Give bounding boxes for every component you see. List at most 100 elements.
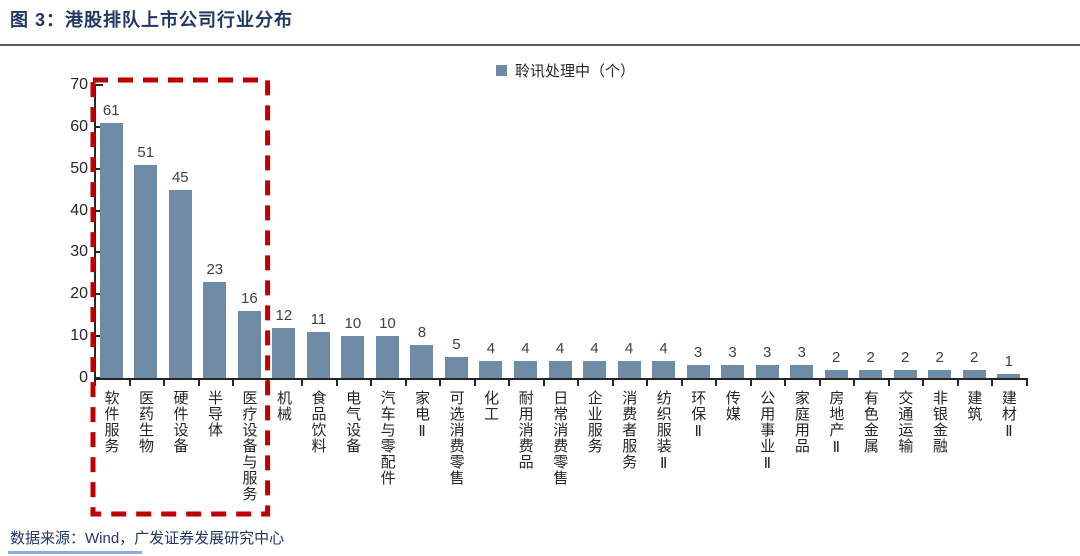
- data-source-note: 数据来源：Wind，广发证券发展研究中心: [10, 530, 285, 547]
- bar: [237, 311, 261, 378]
- bar-value-label: 45: [171, 168, 189, 186]
- x-axis-category-label: 可选消费零售: [447, 390, 465, 486]
- bar: [444, 357, 468, 378]
- bar: [962, 369, 986, 378]
- x-axis-category-label: 耐用消费品: [516, 390, 534, 470]
- x-axis-category-label: 半导体: [206, 390, 223, 438]
- x-axis-tick: [301, 380, 304, 386]
- bar: [306, 331, 330, 378]
- bar: [272, 327, 296, 378]
- x-axis-tick: [1026, 380, 1028, 386]
- bar-value-label: 2: [970, 348, 979, 366]
- y-axis-tick-label: 30: [70, 243, 88, 261]
- x-axis-category-label: 日常消费零售: [551, 390, 569, 486]
- bar-value-label: 16: [240, 290, 258, 308]
- x-axis-tick: [853, 380, 856, 386]
- x-axis-tick: [956, 380, 959, 386]
- x-axis-tick: [715, 380, 718, 386]
- x-axis-tick: [680, 380, 683, 386]
- bar-value-label: 4: [659, 340, 668, 358]
- x-axis-tick: [163, 380, 166, 386]
- x-axis-tick: [232, 380, 235, 386]
- bar: [617, 361, 641, 378]
- x-axis-tick: [784, 380, 787, 386]
- bar: [479, 361, 503, 378]
- bar: [513, 361, 537, 378]
- x-axis-category-label: 硬件设备: [171, 390, 189, 454]
- x-axis-tick: [646, 380, 649, 386]
- bar-value-label: 3: [693, 344, 703, 362]
- x-axis-category-label: 软件服务: [102, 390, 120, 454]
- x-axis-category-label: 纺织服装Ⅱ: [654, 390, 672, 473]
- y-axis-tick-label: 40: [70, 201, 88, 219]
- bottom-rule: [8, 551, 142, 554]
- x-axis-category-label: 食品饮料: [309, 390, 327, 454]
- x-axis-tick: [473, 380, 476, 386]
- bar: [859, 369, 883, 378]
- bar-value-label: 11: [310, 310, 327, 328]
- x-axis-tick: [887, 380, 890, 386]
- y-axis-tick-label: 50: [70, 159, 88, 177]
- chart-legend: 聆讯处理中（个）: [496, 60, 635, 81]
- bar: [341, 336, 365, 378]
- bar-value-label: 2: [935, 348, 944, 366]
- bar: [755, 365, 779, 378]
- x-axis-category-label: 消费者服务: [620, 390, 638, 470]
- x-axis-category-label: 公用事业Ⅱ: [758, 390, 776, 473]
- bar: [721, 365, 745, 378]
- bar-value-label: 3: [797, 344, 806, 362]
- x-axis-category-label: 非银金融: [930, 390, 948, 454]
- legend-label: 聆讯处理中（个）: [515, 63, 636, 80]
- bar: [410, 344, 434, 378]
- x-axis-category-label: 交通运输: [896, 390, 914, 454]
- x-axis-category-label: 汽车与零配件: [378, 390, 396, 486]
- x-axis-category-label: 有色金属: [861, 390, 879, 454]
- x-axis-category-label: 电气设备: [344, 390, 362, 454]
- x-axis-category-label: 建筑: [965, 390, 983, 422]
- bar-value-label: 61: [102, 101, 120, 119]
- bar: [583, 361, 607, 378]
- bar-value-label: 10: [379, 315, 396, 333]
- x-axis-tick: [542, 380, 545, 386]
- bar: [652, 361, 676, 378]
- bar-value-label: 3: [728, 344, 737, 362]
- x-axis-category-label: 环保Ⅱ: [689, 390, 707, 441]
- bar-value-label: 8: [417, 323, 427, 341]
- bar-value-label: 2: [831, 348, 841, 366]
- x-axis-category-label: 房地产Ⅱ: [827, 390, 845, 457]
- y-axis-tick-label: 20: [70, 285, 88, 303]
- bar-value-label: 5: [452, 336, 461, 354]
- x-axis-tick: [439, 380, 442, 386]
- bar-value-label: 2: [866, 348, 875, 366]
- x-axis-category-label: 机械: [275, 390, 293, 422]
- bar: [375, 336, 399, 378]
- x-axis-category-label: 企业服务: [585, 390, 603, 454]
- figure-title: 图 3：港股排队上市公司行业分布: [10, 10, 294, 30]
- y-axis-tick-label: 70: [70, 76, 88, 93]
- y-axis-tick-label: 10: [70, 327, 88, 345]
- bar-value-label: 12: [275, 306, 293, 324]
- x-axis-category-label: 化工: [482, 390, 500, 422]
- bar-value-label: 3: [762, 344, 772, 362]
- bar: [99, 122, 123, 378]
- x-axis-category-label: 传媒: [723, 390, 741, 422]
- x-axis-tick: [749, 380, 752, 386]
- bar: [168, 189, 192, 378]
- x-axis-tick: [991, 380, 994, 386]
- bar: [824, 369, 848, 378]
- x-axis-tick: [197, 380, 200, 386]
- bar-value-label: 4: [590, 340, 599, 358]
- bar: [686, 365, 710, 378]
- x-axis-line: [94, 378, 1028, 380]
- y-axis-tick-label: 0: [79, 369, 88, 386]
- x-axis-category-label: 家庭用品: [792, 390, 810, 454]
- x-axis-tick: [266, 380, 269, 386]
- bar: [134, 164, 158, 378]
- x-axis-category-label: 医药生物: [136, 390, 154, 454]
- x-axis-tick: [370, 380, 373, 386]
- x-axis-tick: [818, 380, 821, 386]
- x-axis-category-label: 建材Ⅱ: [999, 390, 1017, 441]
- bar: [928, 369, 952, 378]
- title-divider: [0, 44, 1080, 46]
